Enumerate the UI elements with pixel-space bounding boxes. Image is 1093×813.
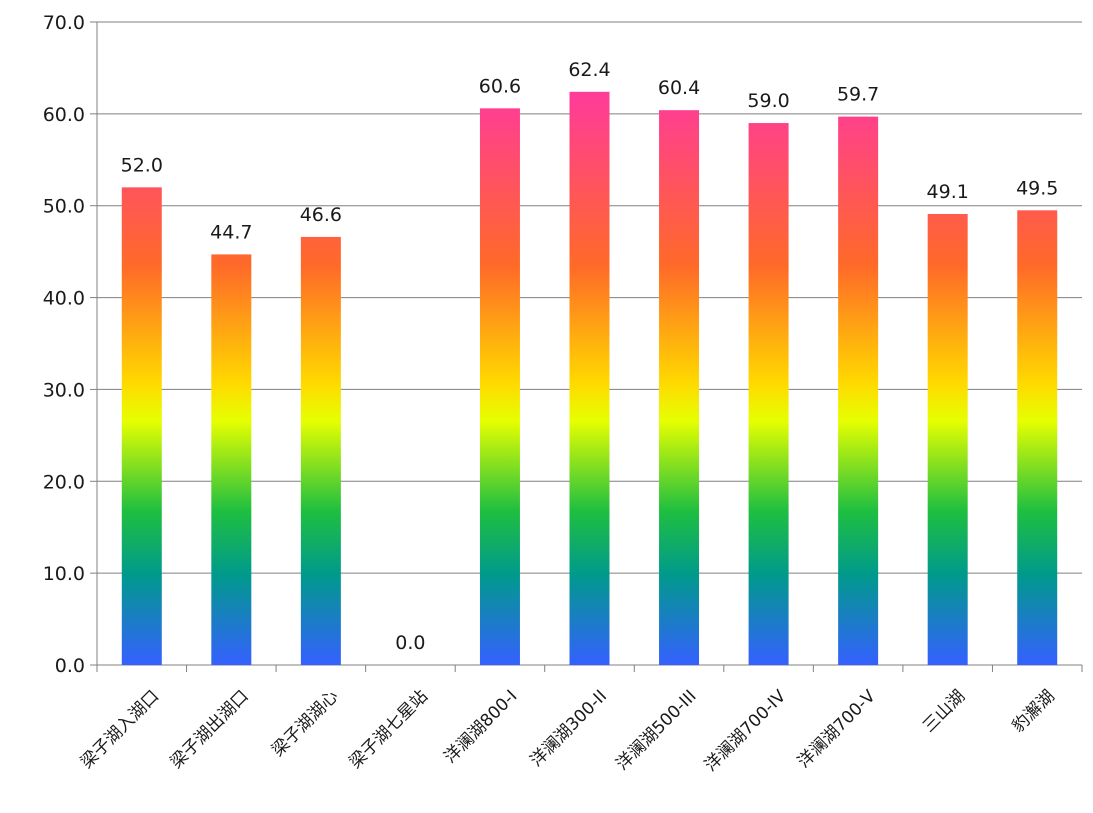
data-label: 59.0	[747, 90, 789, 112]
bar	[838, 116, 879, 665]
x-tick-label: 洋澜湖700-V	[794, 686, 880, 772]
bar	[211, 254, 252, 666]
bar	[748, 123, 789, 666]
y-tick-label: 40.0	[43, 288, 85, 310]
data-label: 62.4	[568, 59, 610, 81]
data-label: 60.4	[658, 77, 700, 99]
x-tick-label: 洋澜湖300-II	[526, 686, 611, 771]
y-tick-label: 30.0	[43, 379, 85, 401]
x-tick-label: 梁子湖湖心	[268, 686, 342, 760]
data-label: 49.5	[1016, 177, 1058, 199]
y-tick-label: 20.0	[43, 471, 85, 493]
data-label: 52.0	[121, 154, 163, 176]
data-label: 59.7	[837, 84, 879, 106]
x-tick-label: 豹澥湖	[1009, 686, 1059, 736]
data-label: 60.6	[479, 75, 521, 97]
y-tick-label: 60.0	[43, 104, 85, 126]
bar	[659, 110, 700, 665]
bar	[300, 236, 341, 665]
y-tick-label: 0.0	[55, 655, 85, 677]
y-tick-label: 10.0	[43, 563, 85, 585]
bar	[1017, 210, 1058, 666]
x-tick-label: 三山湖	[919, 686, 969, 736]
y-tick-label: 70.0	[43, 12, 85, 34]
data-labels: 52.0 44.7 46.6 0.0 60.6 62.4 60.4 59.0 59.7 49.1 4…	[121, 59, 1059, 654]
x-tick-label: 梁子湖出湖口	[167, 686, 253, 772]
data-label: 46.6	[300, 204, 342, 226]
x-tick-label: 洋澜湖800-I	[440, 686, 521, 767]
x-tick-labels: 梁子湖入湖口 梁子湖出湖口 梁子湖湖心 梁子湖七星站 洋澜湖800-I 洋澜湖300-II…	[77, 686, 1059, 776]
bars	[121, 91, 1058, 666]
bar	[927, 213, 968, 665]
x-tick-label: 洋澜湖500-III	[612, 686, 700, 774]
y-tick-labels: 0.0 10.0 20.0 30.0 40.0 50.0 60.0 70.0	[43, 12, 85, 677]
bar	[569, 91, 610, 666]
bar	[479, 108, 520, 666]
data-label: 0.0	[395, 632, 425, 654]
bar	[121, 187, 162, 666]
x-tick-label: 洋澜湖700-IV	[701, 686, 791, 776]
y-tick-label: 50.0	[43, 196, 85, 218]
x-tick-label: 梁子湖七星站	[346, 686, 432, 772]
data-label: 44.7	[210, 221, 252, 243]
data-label: 49.1	[927, 181, 969, 203]
x-tick-label: 梁子湖入湖口	[77, 686, 163, 772]
